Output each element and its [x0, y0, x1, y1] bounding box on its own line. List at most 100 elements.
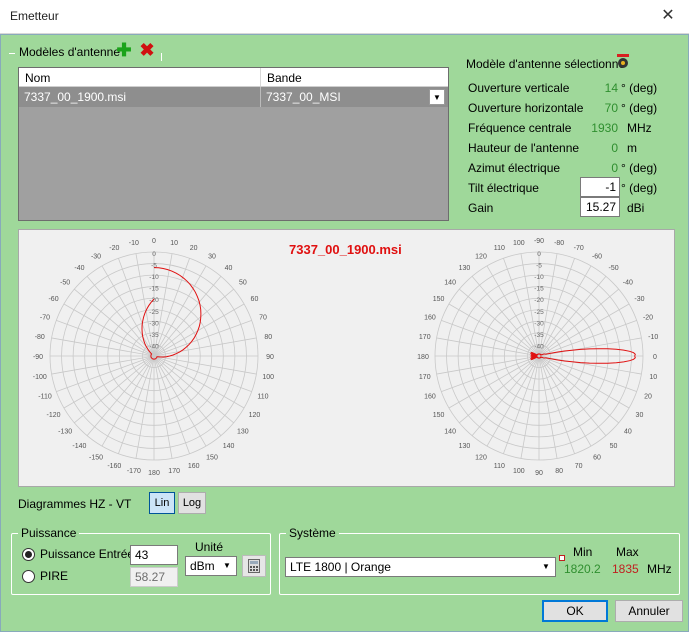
prop-unit: dBi [627, 201, 645, 215]
right-polar-angle-label: 100 [513, 468, 525, 475]
right-polar-radial-label: -30 [534, 320, 544, 327]
left-polar-spoke [153, 303, 245, 357]
left-polar-spoke [153, 337, 257, 357]
left-polar-angle-label: 20 [190, 245, 198, 252]
pire-radio[interactable] [22, 570, 35, 583]
left-polar-angle-label: -100 [33, 374, 47, 381]
freq-unit: MHz [647, 562, 672, 576]
prop-value: 0 [611, 141, 618, 155]
left-polar-spoke [153, 276, 222, 357]
left-polar-angle-label: 70 [259, 314, 267, 321]
right-polar-angle-label: 170 [419, 334, 431, 341]
left-polar-angle-label: -120 [47, 412, 61, 419]
left-polar-radial-label: -25 [149, 309, 159, 316]
unite-value: dBm [190, 559, 215, 573]
right-polar-angle-label: 160 [424, 394, 436, 401]
puissance-entree-radio[interactable] [22, 548, 35, 561]
right-polar-angle-label: -10 [648, 334, 658, 341]
right-polar-spoke [441, 320, 540, 357]
right-polar-angle-label: -80 [554, 240, 564, 247]
row-band[interactable]: 7337_00_MSI ▼ [261, 87, 448, 107]
tilt-input[interactable] [580, 177, 620, 197]
left-polar-angle-label: 100 [262, 374, 274, 381]
left-polar-angle-label: 50 [239, 279, 247, 286]
right-polar-angle-label: 100 [513, 240, 525, 247]
left-polar-angle-label: 90 [266, 354, 274, 361]
left-polar-radial-label: 0 [152, 251, 156, 258]
right-polar-spoke [503, 258, 540, 357]
right-polar-spoke [538, 355, 575, 454]
left-polar-angle-label: -60 [48, 296, 58, 303]
prop-ouverture-horizontale: Ouverture horizontale 70 ° (deg) [468, 99, 668, 117]
left-polar-radial-label: -10 [149, 274, 159, 281]
right-polar-spoke [503, 355, 540, 454]
right-polar-spoke [538, 355, 558, 459]
right-polar-radial-label: -10 [534, 274, 544, 281]
right-polar-spoke [538, 355, 630, 409]
right-polar-angle-label: 0 [653, 354, 657, 361]
puissance-label: Puissance [18, 526, 80, 540]
close-icon[interactable]: ✕ [661, 7, 675, 24]
add-antenna-icon[interactable]: ✚ [116, 40, 132, 60]
right-polar-angle-label: 60 [593, 454, 601, 461]
left-polar-angle-label: 140 [223, 443, 235, 450]
right-polar-spoke [538, 265, 592, 357]
left-polar-spoke [118, 355, 155, 454]
left-polar-spoke [135, 253, 155, 357]
left-polar-angle-label: -50 [60, 279, 70, 286]
systeme-select[interactable]: LTE 1800 | Orange ▼ [285, 557, 556, 577]
column-header-bande[interactable]: Bande [267, 71, 302, 85]
right-polar-angle-label: 80 [555, 468, 563, 475]
prop-frequence-centrale: Fréquence centrale 1930 MHz [468, 119, 668, 137]
log-button[interactable]: Log [178, 492, 206, 514]
right-polar-spoke [538, 288, 619, 357]
left-polar-radial-label: -20 [149, 297, 159, 304]
left-polar-spoke [153, 355, 207, 447]
left-polar-spoke [153, 288, 234, 357]
chevron-down-icon: ▼ [542, 562, 550, 571]
left-polar-angle-label: -160 [107, 463, 121, 470]
right-polar-radial-label: 0 [537, 251, 541, 258]
right-polar-angle-label: -40 [623, 279, 633, 286]
pire-input[interactable] [130, 567, 178, 587]
cancel-button[interactable]: Annuler [615, 600, 683, 622]
left-polar-angle-label: -170 [127, 468, 141, 475]
left-polar-spoke [153, 253, 173, 357]
right-polar-radial-label: -25 [534, 309, 544, 316]
left-polar-spoke [74, 288, 155, 357]
gain-input[interactable] [580, 197, 620, 217]
left-polar-radial-label: -15 [149, 286, 159, 293]
right-polar-angle-label: 140 [444, 279, 456, 286]
radiation-diagram-panel: 7337_00_1900.msi 0 10 20 30 40 50 60 70 80 90 100 1… [18, 229, 675, 487]
right-polar-spoke [538, 355, 637, 392]
prop-label: Ouverture horizontale [468, 101, 584, 115]
calculator-icon[interactable] [242, 555, 266, 577]
unite-select[interactable]: dBm ▼ [185, 556, 237, 576]
prop-label: Gain [468, 201, 494, 215]
right-polar-radial-label: -35 [534, 332, 544, 339]
lin-button[interactable]: Lin [149, 492, 175, 514]
dialog-content: Modèles d'antenne ✚ ✖ Nom Bande 7337_00_… [0, 34, 689, 632]
right-polar-spoke [471, 276, 540, 357]
left-polar-angle-label: -90 [33, 354, 43, 361]
left-polar-angle-label: -80 [35, 334, 45, 341]
left-polar-spoke [101, 265, 155, 357]
column-header-nom[interactable]: Nom [19, 68, 261, 86]
right-polar-spoke [448, 303, 540, 357]
antenna-preview-icon[interactable] [615, 53, 631, 69]
antenna-table: Nom Bande 7337_00_1900.msi 7337_00_MSI ▼ [18, 67, 449, 221]
ok-button[interactable]: OK [542, 600, 608, 622]
right-polar-angle-label: -20 [643, 314, 653, 321]
prop-label: Azimut électrique [468, 161, 561, 175]
puissance-entree-input[interactable] [130, 545, 178, 565]
prop-label: Fréquence centrale [468, 121, 572, 135]
right-polar-spoke [538, 337, 642, 357]
left-polar-angle-label: 0 [152, 238, 156, 245]
left-polar-angle-label: -10 [129, 240, 139, 247]
left-polar-angle-label: -20 [109, 245, 119, 252]
left-polar-radial-label: -35 [149, 332, 159, 339]
chevron-down-icon[interactable]: ▼ [429, 89, 445, 105]
delete-antenna-icon[interactable]: ✖ [139, 40, 155, 60]
right-polar-spoke [538, 355, 607, 436]
table-row[interactable]: 7337_00_1900.msi 7337_00_MSI ▼ [19, 87, 448, 107]
